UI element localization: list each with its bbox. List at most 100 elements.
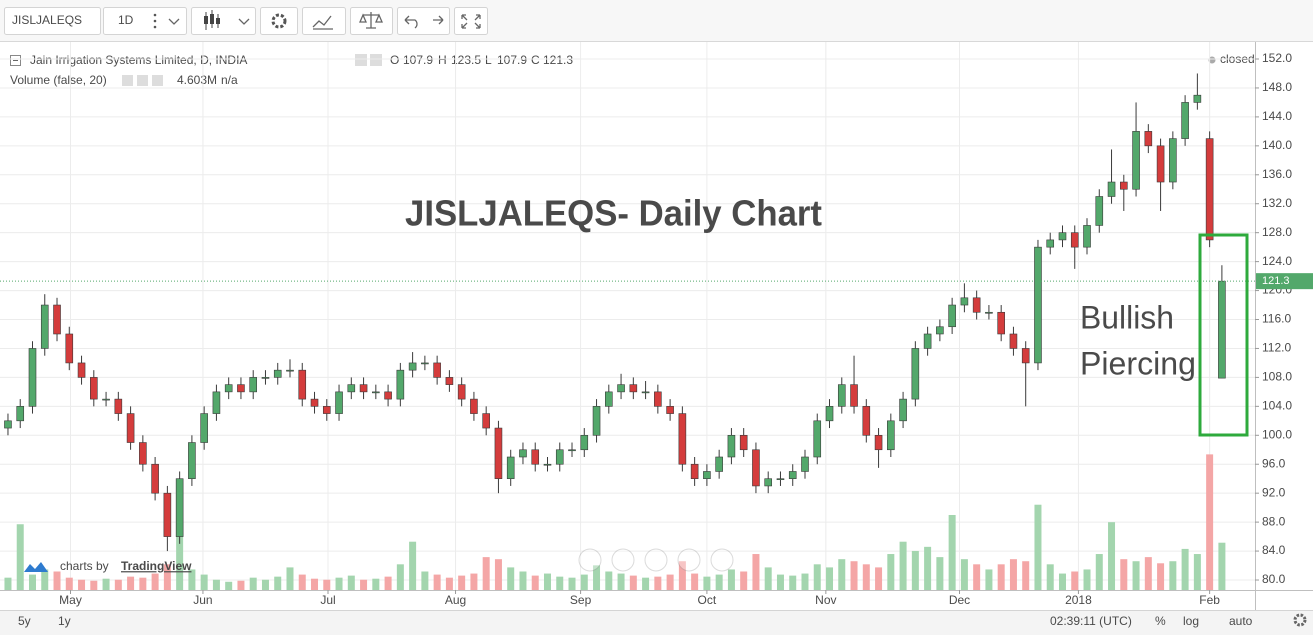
settings-icon[interactable] xyxy=(1293,613,1307,627)
candle-body xyxy=(739,434,748,451)
x-tick-label: Jun xyxy=(193,593,212,607)
candle-body xyxy=(286,369,294,372)
candle-body xyxy=(948,304,956,328)
candle-body xyxy=(1205,138,1214,241)
ohlc-value: 107.9 xyxy=(403,53,433,67)
volume-bar xyxy=(16,524,24,590)
volume-bar xyxy=(617,573,625,590)
volume-bar xyxy=(4,577,12,590)
icon[interactable] xyxy=(137,75,148,86)
volume-bar xyxy=(1218,542,1226,590)
volume-bar xyxy=(114,579,122,590)
tv-logo xyxy=(24,562,48,572)
volume-bar xyxy=(151,573,159,590)
volume-bar xyxy=(335,577,343,590)
chart-style-button[interactable] xyxy=(191,7,256,35)
candle-body xyxy=(887,420,895,451)
ohlc-value: 121.3 xyxy=(543,53,573,67)
candle-body xyxy=(936,326,944,335)
ohlc-key: H xyxy=(438,53,447,67)
candle-body xyxy=(298,369,307,400)
ohlc-value: 107.9 xyxy=(497,53,527,67)
candle-body xyxy=(261,377,270,379)
volume-bar xyxy=(1058,573,1066,590)
zoom-button[interactable] xyxy=(578,548,602,572)
volume-bar xyxy=(593,565,601,590)
scale-option[interactable]: log xyxy=(1183,614,1199,628)
symbol[interactable]: JISLJALEQS xyxy=(12,13,82,27)
candle-body xyxy=(1193,94,1202,103)
icon[interactable] xyxy=(355,54,367,66)
x-tick-label: Jul xyxy=(320,593,335,607)
candle-body xyxy=(654,391,662,407)
branding-link[interactable]: TradingView xyxy=(121,559,192,573)
volume-bar xyxy=(28,574,36,590)
volume-bar xyxy=(445,577,453,590)
icon[interactable] xyxy=(122,75,133,86)
y-tick-label: 144.0 xyxy=(1262,109,1292,123)
candle-body xyxy=(175,478,184,537)
branding: charts by xyxy=(60,559,109,573)
candle-body xyxy=(899,398,907,422)
volume-bar xyxy=(1206,454,1214,590)
candle-body xyxy=(1132,131,1140,190)
zoom-controls[interactable] xyxy=(578,548,734,572)
candle-body xyxy=(4,420,12,429)
range-button[interactable]: 5y xyxy=(18,614,31,628)
candle-body xyxy=(1083,225,1091,248)
candle-body xyxy=(102,398,110,401)
icon xyxy=(153,25,157,29)
candle-body xyxy=(372,391,380,394)
volume-bar xyxy=(274,576,282,590)
candle-body xyxy=(727,434,736,458)
scale-option[interactable]: auto xyxy=(1229,614,1253,628)
volume-bar xyxy=(1169,561,1177,590)
interval[interactable]: 1D xyxy=(118,13,134,27)
range-button[interactable]: 1y xyxy=(58,614,71,628)
plot-area xyxy=(0,42,1255,590)
candle-body xyxy=(249,377,258,393)
indicators-button[interactable] xyxy=(302,7,346,35)
interval-box[interactable] xyxy=(103,7,187,35)
icon xyxy=(461,14,481,29)
volume-bar xyxy=(225,581,233,590)
icon xyxy=(216,18,220,24)
volume-bar xyxy=(850,561,858,590)
icon[interactable] xyxy=(152,75,163,86)
volume-bar xyxy=(727,569,735,590)
undo-redo[interactable] xyxy=(397,7,450,35)
volume-bar xyxy=(960,559,968,590)
volume-bar xyxy=(740,571,748,590)
settings-button[interactable] xyxy=(260,7,298,35)
volume-bar xyxy=(286,567,294,590)
fullscreen-button[interactable] xyxy=(454,7,488,35)
series-title: Jain Irrigation Systems Limited, D, INDI… xyxy=(30,53,247,67)
zoom-button[interactable] xyxy=(677,548,701,572)
zoom-button[interactable] xyxy=(644,548,668,572)
icon xyxy=(204,16,208,24)
y-tick-label: 108.0 xyxy=(1262,370,1292,384)
zoom-button[interactable] xyxy=(611,548,635,572)
y-tick-label: 124.0 xyxy=(1262,254,1292,268)
pattern-label: Piercing xyxy=(1080,345,1196,381)
symbol-box[interactable] xyxy=(4,7,101,35)
candle-body xyxy=(40,304,49,349)
volume-bar xyxy=(629,575,637,590)
y-tick-label: 132.0 xyxy=(1262,196,1292,210)
scale-option[interactable]: % xyxy=(1155,614,1166,628)
candle-body xyxy=(1181,102,1189,139)
candle-body xyxy=(237,384,245,393)
volume-bar xyxy=(458,575,466,590)
x-tick-label: Feb xyxy=(1199,593,1220,607)
volume-bar xyxy=(482,557,490,590)
icon[interactable] xyxy=(370,54,382,66)
volume-bar xyxy=(1009,559,1017,590)
volume-bar xyxy=(127,576,135,590)
volume-bar xyxy=(703,576,711,590)
candle-body xyxy=(960,297,969,306)
zoom-button[interactable] xyxy=(710,548,734,572)
pattern-label: Bullish xyxy=(1080,299,1174,335)
candle-body xyxy=(690,463,699,480)
candle-body xyxy=(837,384,846,407)
volume-bar xyxy=(176,518,184,590)
